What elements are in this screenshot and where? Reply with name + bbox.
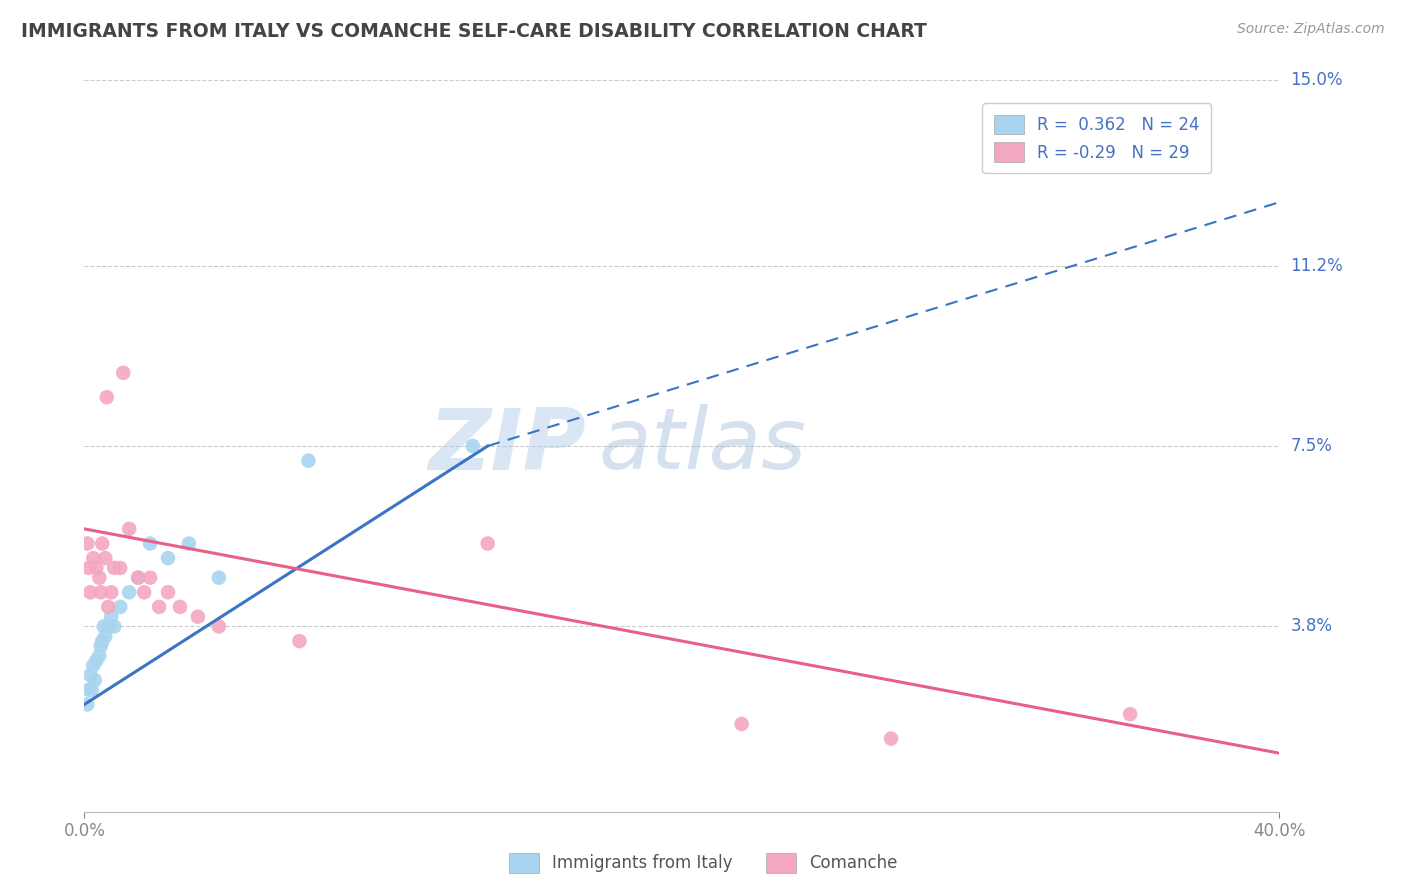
- Point: [80, 682, 103, 697]
- Point: [461, 439, 484, 453]
- Point: [288, 634, 311, 648]
- Point: [97, 599, 120, 614]
- Point: [127, 571, 149, 585]
- Point: [94, 629, 117, 643]
- Point: [139, 536, 162, 550]
- Text: 7.5%: 7.5%: [1291, 437, 1333, 455]
- Point: [169, 599, 191, 614]
- Point: [93, 619, 115, 633]
- Point: [208, 619, 231, 633]
- Point: [110, 561, 132, 575]
- Point: [86, 561, 108, 575]
- Point: [100, 609, 122, 624]
- Text: atlas: atlas: [599, 404, 806, 488]
- Point: [79, 668, 101, 682]
- Point: [208, 571, 231, 585]
- Point: [880, 731, 903, 746]
- Legend: Immigrants from Italy, Comanche: Immigrants from Italy, Comanche: [502, 847, 904, 880]
- Point: [118, 522, 141, 536]
- Point: [76, 536, 98, 550]
- Point: [118, 585, 141, 599]
- Point: [77, 682, 100, 697]
- Point: [1119, 707, 1142, 722]
- Point: [89, 648, 111, 663]
- Point: [157, 551, 180, 566]
- Point: [96, 390, 118, 404]
- Point: [91, 634, 114, 648]
- Point: [94, 551, 117, 566]
- Point: [127, 571, 149, 585]
- Point: [112, 366, 135, 380]
- Point: [139, 571, 162, 585]
- Point: [76, 698, 98, 712]
- Legend: R =  0.362   N = 24, R = -0.29   N = 29: R = 0.362 N = 24, R = -0.29 N = 29: [983, 103, 1212, 173]
- Point: [82, 658, 104, 673]
- Text: ZIP: ZIP: [429, 404, 586, 488]
- Point: [97, 619, 120, 633]
- Point: [297, 453, 319, 467]
- Point: [148, 599, 170, 614]
- Point: [103, 619, 125, 633]
- Point: [731, 717, 754, 731]
- Point: [79, 585, 101, 599]
- Text: 15.0%: 15.0%: [1291, 71, 1343, 89]
- Text: IMMIGRANTS FROM ITALY VS COMANCHE SELF-CARE DISABILITY CORRELATION CHART: IMMIGRANTS FROM ITALY VS COMANCHE SELF-C…: [21, 22, 927, 41]
- Point: [110, 599, 132, 614]
- Point: [100, 585, 122, 599]
- Point: [177, 536, 200, 550]
- Text: Source: ZipAtlas.com: Source: ZipAtlas.com: [1237, 22, 1385, 37]
- Point: [187, 609, 209, 624]
- Point: [91, 536, 114, 550]
- Point: [89, 571, 111, 585]
- Point: [77, 561, 100, 575]
- Point: [86, 654, 108, 668]
- Point: [90, 639, 112, 653]
- Point: [90, 585, 112, 599]
- Point: [83, 673, 105, 687]
- Point: [157, 585, 180, 599]
- Point: [103, 561, 125, 575]
- Text: 3.8%: 3.8%: [1291, 617, 1333, 635]
- Text: 11.2%: 11.2%: [1291, 257, 1343, 275]
- Point: [82, 551, 104, 566]
- Point: [132, 585, 156, 599]
- Point: [477, 536, 499, 550]
